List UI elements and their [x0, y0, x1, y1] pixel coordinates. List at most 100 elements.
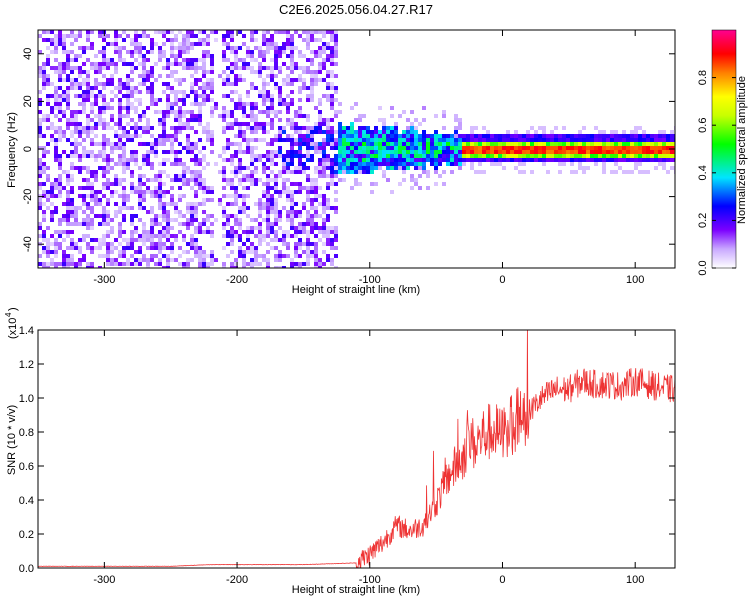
heatmap-cell [370, 154, 374, 158]
heatmap-cell [406, 138, 410, 142]
heatmap-cell [550, 154, 554, 158]
heatmap-cell [390, 150, 394, 154]
heatmap-cell [122, 130, 126, 134]
heatmap-cell [170, 250, 174, 254]
heatmap-cell [262, 122, 266, 126]
heatmap-cell [150, 50, 154, 54]
heatmap-cell [62, 42, 66, 46]
heatmap-cell [570, 134, 574, 138]
heatmap-cell [70, 122, 74, 126]
heatmap-cell [306, 222, 310, 226]
heatmap-cell [86, 46, 90, 50]
heatmap-cell [50, 138, 54, 142]
heatmap-cell [42, 182, 46, 186]
heatmap-cell [306, 254, 310, 258]
heatmap-cell [614, 158, 618, 162]
heatmap-cell [278, 194, 282, 198]
heatmap-cell [70, 174, 74, 178]
heatmap-cell [326, 174, 330, 178]
heatmap-cell [278, 154, 282, 158]
heatmap-cell [62, 114, 66, 118]
heatmap-cell [142, 154, 146, 158]
heatmap-cell [58, 242, 62, 246]
heatmap-cell [318, 214, 322, 218]
heatmap-cell [278, 190, 282, 194]
heatmap-cell [186, 118, 190, 122]
heatmap-cell [98, 242, 102, 246]
heatmap-cell [142, 230, 146, 234]
heatmap-cell [90, 138, 94, 142]
heatmap-cell [86, 38, 90, 42]
heatmap-cell [290, 102, 294, 106]
heatmap-cell [102, 238, 106, 242]
heatmap-cell [290, 158, 294, 162]
heatmap-cell [310, 38, 314, 42]
heatmap-cell [322, 46, 326, 50]
heatmap-cell [326, 198, 330, 202]
heatmap-cell [486, 130, 490, 134]
heatmap-cell [342, 154, 346, 158]
heatmap-cell [202, 154, 206, 158]
heatmap-cell [242, 106, 246, 110]
spectrogram-x-tick-label: -200 [226, 274, 248, 286]
heatmap-cell [250, 82, 254, 86]
heatmap-cell [542, 138, 546, 142]
heatmap-cell [478, 162, 482, 166]
heatmap-cell [310, 182, 314, 186]
heatmap-cell [298, 66, 302, 70]
heatmap-cell [182, 262, 186, 266]
heatmap-cell [234, 82, 238, 86]
heatmap-cell [638, 150, 642, 154]
heatmap-cell [122, 62, 126, 66]
heatmap-cell [354, 150, 358, 154]
heatmap-cell [226, 146, 230, 150]
heatmap-cell [58, 178, 62, 182]
heatmap-cell [46, 242, 50, 246]
heatmap-cell [322, 234, 326, 238]
heatmap-cell [94, 114, 98, 118]
heatmap-cell [106, 162, 110, 166]
heatmap-cell [46, 78, 50, 82]
heatmap-cell [78, 126, 82, 130]
heatmap-cell [242, 250, 246, 254]
heatmap-cell [258, 62, 262, 66]
heatmap-cell [566, 142, 570, 146]
heatmap-cell [118, 210, 122, 214]
heatmap-cell [46, 150, 50, 154]
heatmap-cell [526, 138, 530, 142]
heatmap-cell [278, 138, 282, 142]
heatmap-cell [522, 146, 526, 150]
heatmap-cell [190, 66, 194, 70]
heatmap-cell [318, 226, 322, 230]
heatmap-cell [126, 34, 130, 38]
heatmap-cell [134, 250, 138, 254]
heatmap-cell [314, 242, 318, 246]
heatmap-cell [98, 202, 102, 206]
heatmap-cell [186, 42, 190, 46]
heatmap-cell [222, 186, 226, 190]
heatmap-cell [370, 170, 374, 174]
heatmap-cell [78, 70, 82, 74]
heatmap-cell [246, 206, 250, 210]
heatmap-cell [446, 154, 450, 158]
heatmap-cell [666, 158, 670, 162]
heatmap-cell [70, 110, 74, 114]
heatmap-cell [238, 158, 242, 162]
heatmap-cell [66, 94, 70, 98]
heatmap-cell [518, 134, 522, 138]
heatmap-cell [98, 118, 102, 122]
heatmap-cell [142, 242, 146, 246]
heatmap-cell [122, 230, 126, 234]
heatmap-cell [102, 46, 106, 50]
heatmap-cell [582, 138, 586, 142]
heatmap-cell [526, 134, 530, 138]
heatmap-cell [606, 142, 610, 146]
heatmap-cell [494, 134, 498, 138]
heatmap-cell [46, 30, 50, 34]
heatmap-cell [226, 254, 230, 258]
heatmap-cell [234, 62, 238, 66]
heatmap-cell [274, 214, 278, 218]
heatmap-cell [326, 206, 330, 210]
heatmap-cell [334, 62, 338, 66]
heatmap-cell [274, 54, 278, 58]
